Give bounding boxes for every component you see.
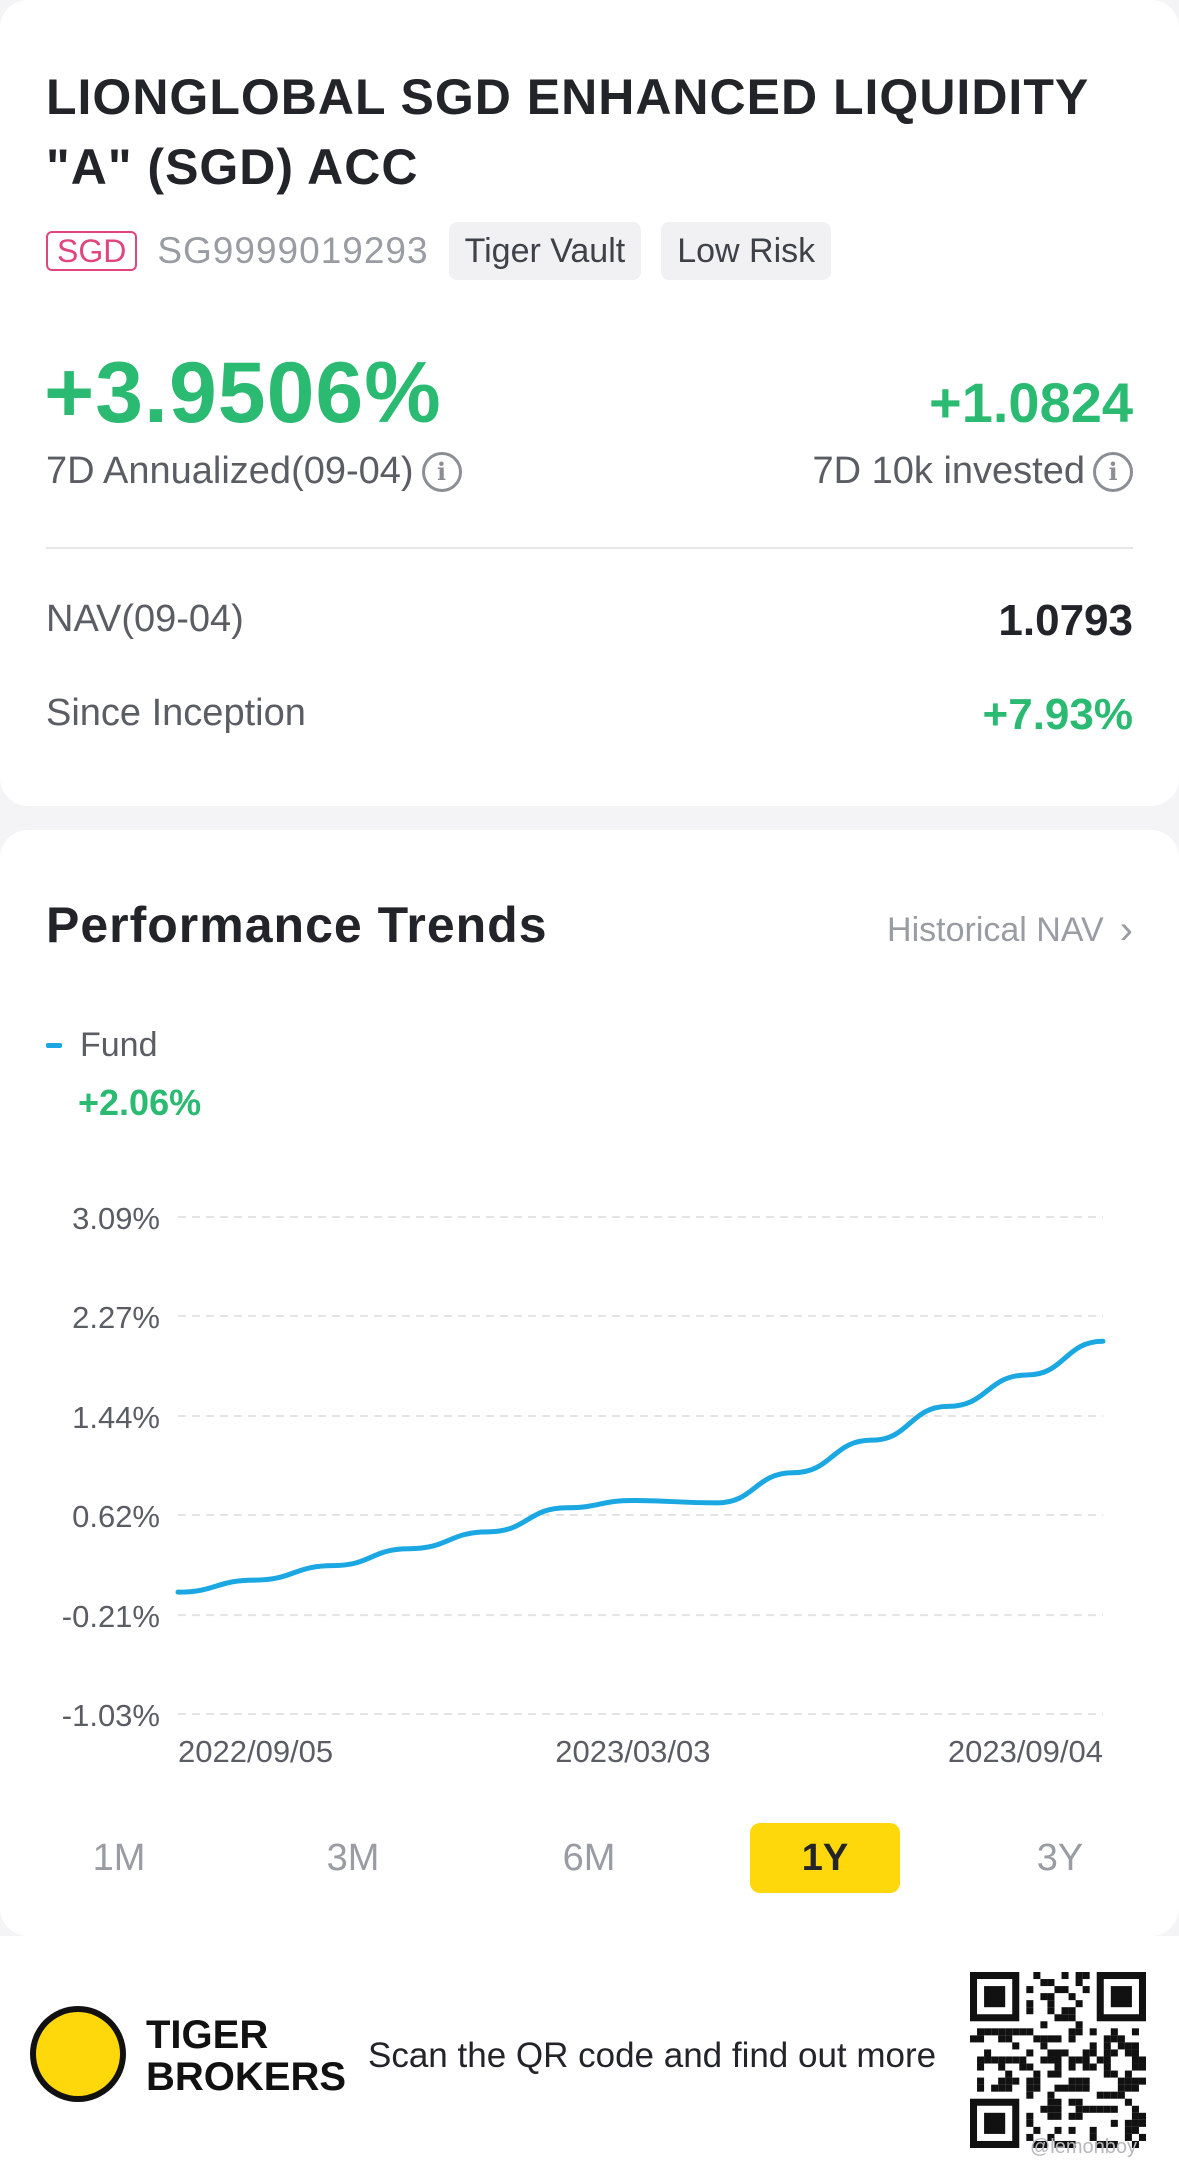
y-tick-label: -0.21% (62, 1599, 160, 1634)
tag-tiger-vault[interactable]: Tiger Vault (448, 222, 642, 280)
qr-code[interactable] (970, 1972, 1146, 2148)
performance-title: Performance Trends (46, 897, 548, 953)
invested-return-label-text: 7D 10k invested (812, 450, 1086, 492)
fund-tag-row: SGD SG9999019293 Tiger Vault Low Risk (46, 222, 832, 280)
y-tick-label: -1.03% (62, 1698, 160, 1733)
fund-series-line (175, 1338, 1106, 1595)
tiger-logo-icon (30, 2006, 126, 2102)
invested-return-value: +1.0824 (929, 371, 1133, 434)
x-tick-label: 2022/09/05 (178, 1734, 333, 1769)
performance-chart[interactable]: 3.09% 2.27% 1.44% 0.62% -0.21% -1.03% 2022/09/… (0, 830, 1179, 1830)
annualized-yield-label-text: 7D Annualized(09-04) (46, 450, 414, 492)
legend-label: Fund (80, 1026, 158, 1064)
info-icon[interactable]: i (1093, 451, 1133, 492)
footer-banner: TIGER BROKERS Scan the QR code and find … (0, 1936, 1179, 2181)
chevron-right-icon: › (1119, 908, 1133, 952)
fund-title: LIONGLOBAL SGD ENHANCED LIQUIDITY "A" (S… (46, 69, 1089, 195)
tab-3y[interactable]: 3Y (1036, 1836, 1084, 1879)
invested-return-label: 7D 10k invested i (812, 450, 1133, 493)
x-tick-label: 2023/09/04 (948, 1734, 1103, 1769)
nav-value: 1.0793 (998, 596, 1133, 645)
tag-low-risk[interactable]: Low Risk (661, 222, 832, 280)
legend-return-value: +2.06% (78, 1082, 202, 1123)
brand-name: TIGER BROKERS (146, 2014, 346, 2098)
historical-nav-label: Historical NAV (887, 911, 1104, 949)
tab-1y[interactable]: 1Y (750, 1823, 900, 1893)
since-inception-label: Since Inception (46, 692, 306, 734)
since-inception-value: +7.93% (982, 690, 1133, 739)
isin-code: SG9999019293 (157, 230, 429, 271)
x-tick-label: 2023/03/03 (555, 1734, 710, 1769)
tab-1m[interactable]: 1M (92, 1836, 146, 1879)
y-tick-label: 1.44% (72, 1400, 160, 1435)
y-tick-label: 3.09% (72, 1201, 160, 1236)
scan-prompt: Scan the QR code and find out more (368, 2036, 937, 2075)
brand-line-2: BROKERS (146, 2055, 347, 2099)
fund-summary-card: LIONGLOBAL SGD ENHANCED LIQUIDITY "A" (S… (0, 0, 1179, 806)
currency-badge: SGD (46, 231, 138, 271)
historical-nav-link[interactable]: Historical NAV › (887, 908, 1133, 953)
chart-legend: Fund (46, 1026, 158, 1065)
annualized-yield-label: 7D Annualized(09-04) i (46, 450, 462, 493)
divider (46, 547, 1133, 549)
annualized-yield-value: +3.9506% (44, 345, 442, 441)
performance-card: Performance Trends Historical NAV › Fund… (0, 830, 1179, 1936)
nav-label: NAV(09-04) (46, 598, 244, 640)
watermark: @lemonboy (1030, 2136, 1138, 2158)
y-tick-label: 2.27% (72, 1300, 160, 1335)
y-tick-label: 0.62% (72, 1499, 160, 1534)
brand-line-1: TIGER (146, 2013, 269, 2057)
tab-3m[interactable]: 3M (326, 1836, 380, 1879)
legend-swatch (46, 1043, 62, 1048)
info-icon[interactable]: i (421, 451, 462, 492)
tab-6m[interactable]: 6M (562, 1836, 616, 1879)
period-tabs: 1M 3M 6M 1Y 3Y (0, 1823, 1179, 1893)
